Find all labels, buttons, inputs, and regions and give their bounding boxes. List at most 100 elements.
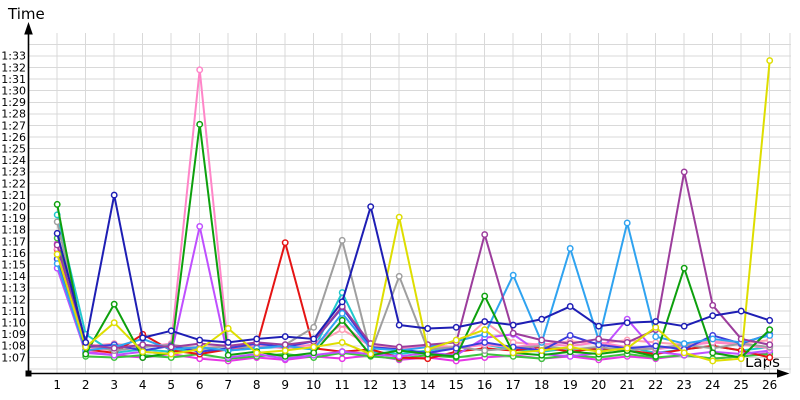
data-point xyxy=(338,355,346,363)
y-tick-label: 1:27 xyxy=(1,119,26,132)
series-line xyxy=(56,60,771,362)
data-point xyxy=(680,349,688,357)
data-point xyxy=(737,355,745,363)
data-point xyxy=(566,332,574,339)
data-point xyxy=(709,357,717,365)
x-tick-label: 15 xyxy=(449,378,464,392)
y-tick-label: 1:13 xyxy=(1,282,26,295)
data-point xyxy=(595,322,603,330)
series-yellow xyxy=(53,57,774,365)
data-point xyxy=(709,312,717,320)
data-point xyxy=(167,350,175,358)
x-tick-label: 19 xyxy=(563,378,578,392)
data-point xyxy=(623,219,631,227)
y-tick-label: 1:14 xyxy=(1,270,26,283)
data-point xyxy=(538,347,546,354)
series-blue xyxy=(53,255,774,357)
data-point xyxy=(566,245,574,252)
data-point xyxy=(481,292,489,300)
data-point xyxy=(395,352,403,360)
x-tick-label: 13 xyxy=(392,378,407,392)
y-tick-label: 1:15 xyxy=(1,259,26,272)
data-point xyxy=(224,351,232,359)
axes xyxy=(27,33,780,375)
x-tick-label: 17 xyxy=(506,378,521,392)
data-point xyxy=(709,301,717,309)
series-navy xyxy=(53,191,774,346)
y-tick-label: 1:29 xyxy=(1,96,26,109)
data-point xyxy=(253,349,261,357)
data-point xyxy=(509,271,517,279)
axis-origin-marker xyxy=(25,370,32,377)
data-point xyxy=(367,350,375,358)
data-point xyxy=(481,326,489,334)
series-green xyxy=(53,120,774,361)
data-point xyxy=(680,340,688,348)
data-point xyxy=(310,343,318,351)
data-point xyxy=(709,335,717,343)
data-point xyxy=(652,352,660,360)
data-point xyxy=(481,347,489,354)
data-point xyxy=(281,333,289,341)
data-point xyxy=(139,341,147,349)
data-point xyxy=(766,316,774,324)
x-tick-label: 5 xyxy=(167,378,175,392)
x-tick-label: 24 xyxy=(705,378,720,392)
data-point xyxy=(680,322,688,330)
series-line xyxy=(56,241,770,360)
data-point xyxy=(110,191,118,199)
data-point xyxy=(709,349,717,357)
data-point xyxy=(766,354,774,361)
data-point xyxy=(167,343,175,351)
data-point xyxy=(338,316,346,324)
data-point xyxy=(395,343,403,351)
data-point xyxy=(281,239,289,247)
data-point xyxy=(766,326,774,334)
data-point xyxy=(509,329,517,337)
data-point xyxy=(367,203,375,211)
data-point xyxy=(595,335,603,343)
data-point xyxy=(538,336,546,344)
data-point xyxy=(53,229,61,237)
y-tick-label: 1:17 xyxy=(1,235,26,248)
x-tick-label: 22 xyxy=(648,378,663,392)
y-tick-label: 1:26 xyxy=(1,131,26,144)
data-point xyxy=(281,341,289,349)
data-point xyxy=(652,333,660,341)
y-tick-label: 1:11 xyxy=(1,305,26,318)
data-point xyxy=(82,338,90,346)
y-tick-label: 1:08 xyxy=(1,340,26,353)
data-point xyxy=(481,318,489,325)
y-tick-label: 1:20 xyxy=(1,201,26,214)
data-point xyxy=(595,348,603,356)
y-tick-label: 1:19 xyxy=(1,212,26,225)
x-tick-label: 8 xyxy=(253,378,261,392)
series-line xyxy=(56,123,771,359)
data-point xyxy=(310,349,318,357)
y-tick-labels: 1:071:081:091:101:111:121:131:141:151:16… xyxy=(1,50,26,365)
series-line xyxy=(56,68,770,352)
data-point xyxy=(53,200,61,208)
y-tick-label: 1:25 xyxy=(1,143,26,156)
data-point xyxy=(196,120,204,128)
data-point xyxy=(566,343,574,351)
data-point xyxy=(196,222,204,230)
y-tick-label: 1:28 xyxy=(1,108,26,121)
data-point xyxy=(566,303,574,310)
y-tick-label: 1:31 xyxy=(1,73,26,86)
data-point xyxy=(310,335,318,343)
data-point xyxy=(338,236,346,244)
x-tick-labels: 1 2 3 4 5 6 7 8 9 10 11 12 13 14 15 16 17 18 19 20 21 22 23 24 2… xyxy=(53,378,777,392)
data-point xyxy=(481,231,489,238)
data-point xyxy=(766,341,774,349)
data-point xyxy=(82,350,90,358)
y-tick-label: 1:32 xyxy=(1,61,26,74)
data-point xyxy=(452,323,460,331)
data-point xyxy=(680,168,688,176)
data-point xyxy=(338,348,346,356)
y-tick-label: 1:16 xyxy=(1,247,26,260)
y-tick-label: 1:12 xyxy=(1,293,26,306)
data-point xyxy=(110,300,118,308)
